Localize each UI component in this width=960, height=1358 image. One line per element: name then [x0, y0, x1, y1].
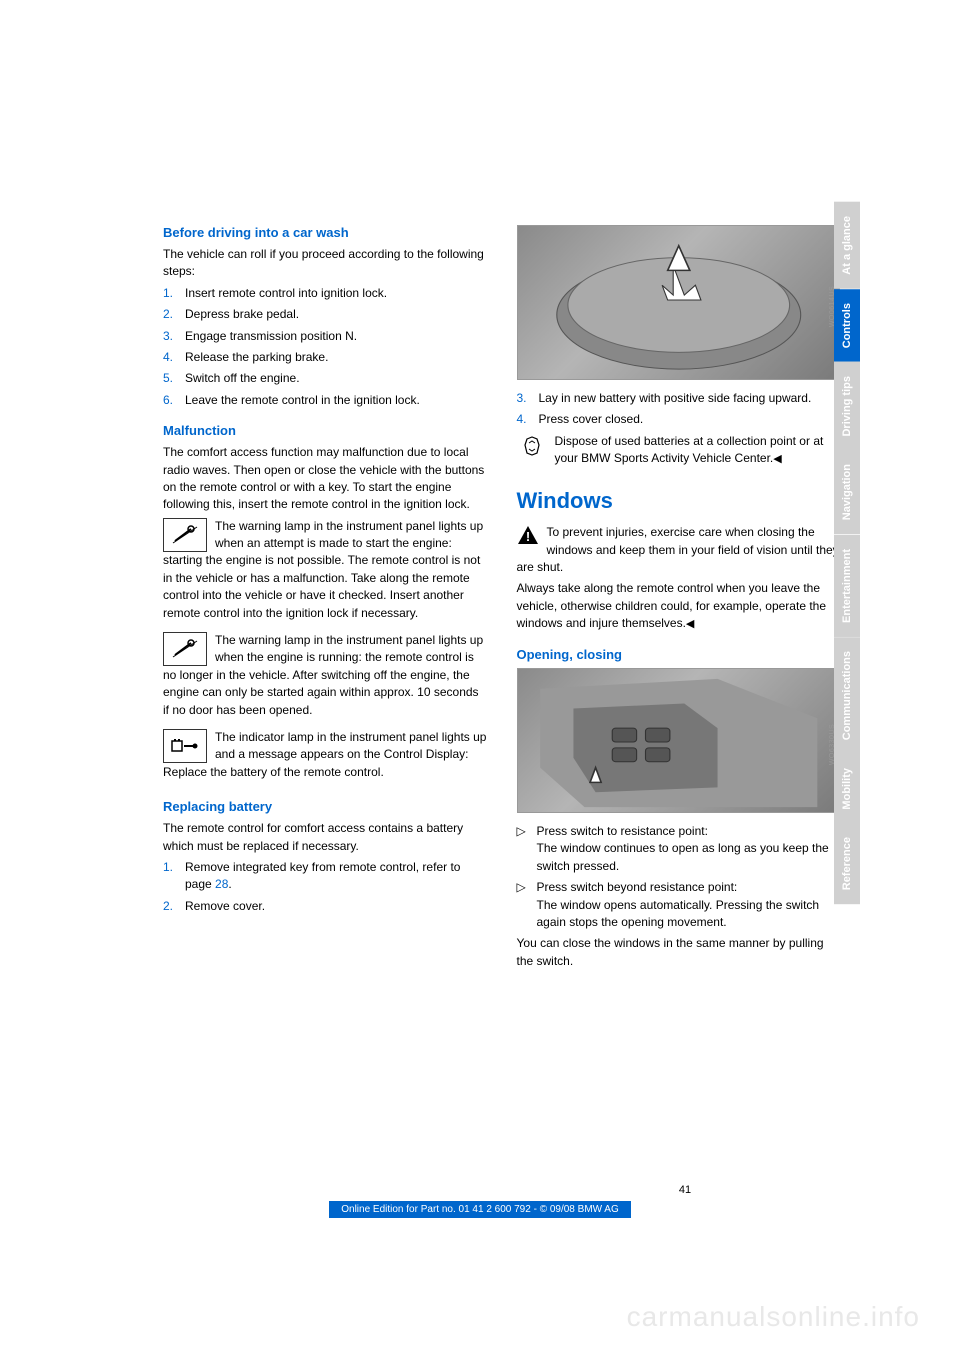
- close-text: You can close the windows in the same ma…: [517, 935, 841, 970]
- remote-cover-figure: WO0614US: [517, 225, 841, 380]
- warning-paragraph: The warning lamp in the instrument panel…: [163, 632, 487, 719]
- list-item: 3.Lay in new battery with positive side …: [517, 390, 841, 407]
- list-item: 3.Engage transmission position N.: [163, 328, 487, 345]
- warning-text: The warning lamp in the instrument panel…: [163, 633, 483, 717]
- bullet-text: Press switch beyond resistance point: Th…: [537, 879, 841, 931]
- opening-heading: Opening, closing: [517, 647, 841, 662]
- copyright-bar: Online Edition for Part no. 01 41 2 600 …: [329, 1201, 631, 1218]
- step-number: 6.: [163, 392, 185, 409]
- list-item: 4.Release the parking brake.: [163, 349, 487, 366]
- step-number: 4.: [517, 411, 539, 428]
- window-switch-figure: WO6330US: [517, 668, 841, 813]
- malfunction-intro: The comfort access function may malfunct…: [163, 444, 487, 514]
- battery-intro: The remote control for comfort access co…: [163, 820, 487, 855]
- svg-text:!: !: [525, 529, 529, 544]
- key-warning-icon: [163, 632, 207, 666]
- step-text: Engage transmission position N.: [185, 328, 487, 345]
- bullet-item: ▷ Press switch to resistance point: The …: [517, 823, 841, 875]
- warning-paragraph: The indicator lamp in the instrument pan…: [163, 729, 487, 781]
- carwash-intro: The vehicle can roll if you proceed acco…: [163, 246, 487, 281]
- tab-navigation[interactable]: Navigation: [834, 450, 860, 534]
- tab-controls[interactable]: Controls: [834, 289, 860, 362]
- carwash-heading: Before driving into a car wash: [163, 225, 487, 240]
- list-item: 2.Depress brake pedal.: [163, 306, 487, 323]
- page-content: Before driving into a car wash The vehic…: [0, 0, 960, 1034]
- step-text: Release the parking brake.: [185, 349, 487, 366]
- list-item: 1. Remove integrated key from remote con…: [163, 859, 487, 894]
- caution-text-2: Always take along the remote control whe…: [517, 580, 841, 633]
- windows-heading: Windows: [517, 488, 841, 514]
- right-column: WO0614US 3.Lay in new battery with posit…: [517, 225, 841, 974]
- warning-text: The indicator lamp in the instrument pan…: [163, 730, 486, 779]
- dispose-text: Dispose of used batteries at a collectio…: [555, 434, 824, 465]
- list-item: 6.Leave the remote control in the igniti…: [163, 392, 487, 409]
- tab-at-a-glance[interactable]: At a glance: [834, 202, 860, 289]
- malfunction-heading: Malfunction: [163, 423, 487, 438]
- bullet-marker: ▷: [517, 879, 537, 931]
- step-text: Remove integrated key from remote contro…: [185, 859, 487, 894]
- step-number: 2.: [163, 306, 185, 323]
- list-item: 5.Switch off the engine.: [163, 370, 487, 387]
- battery-heading: Replacing battery: [163, 799, 487, 814]
- step-number: 2.: [163, 898, 185, 915]
- page-number: 41: [0, 1184, 960, 1196]
- warning-text: The warning lamp in the instrument panel…: [163, 519, 483, 620]
- step-number: 1.: [163, 285, 185, 302]
- warning-triangle-icon: !: [517, 524, 539, 546]
- step-text: Insert remote control into ignition lock…: [185, 285, 487, 302]
- caution-paragraph: ! To prevent injuries, exercise care whe…: [517, 524, 841, 576]
- left-column: Before driving into a car wash The vehic…: [163, 225, 487, 974]
- step-text: Depress brake pedal.: [185, 306, 487, 323]
- caution-text: To prevent injuries, exercise care when …: [517, 525, 839, 574]
- watermark: carmanualsonline.info: [627, 1301, 920, 1333]
- tab-mobility[interactable]: Mobility: [834, 754, 860, 824]
- warning-paragraph: The warning lamp in the instrument panel…: [163, 518, 487, 622]
- bullet-text: Press switch to resistance point: The wi…: [537, 823, 841, 875]
- list-item: 4.Press cover closed.: [517, 411, 841, 428]
- bullet-item: ▷ Press switch beyond resistance point: …: [517, 879, 841, 931]
- tab-communications[interactable]: Communications: [834, 637, 860, 754]
- tab-driving-tips[interactable]: Driving tips: [834, 362, 860, 451]
- step-text: Press cover closed.: [539, 411, 841, 428]
- page-footer: 41 Online Edition for Part no. 01 41 2 6…: [0, 1184, 960, 1218]
- recycle-icon: [517, 433, 547, 459]
- tab-entertainment[interactable]: Entertainment: [834, 535, 860, 637]
- key-warning-icon: [163, 518, 207, 552]
- battery-key-icon: [163, 729, 207, 763]
- step-number: 5.: [163, 370, 185, 387]
- side-tabs: At a glance Controls Driving tips Naviga…: [834, 202, 860, 905]
- step-text: Remove cover.: [185, 898, 487, 915]
- step-number: 3.: [517, 390, 539, 407]
- list-item: 2.Remove cover.: [163, 898, 487, 915]
- step-number: 1.: [163, 859, 185, 894]
- page-link[interactable]: 28: [215, 877, 228, 891]
- dispose-paragraph: Dispose of used batteries at a collectio…: [517, 433, 841, 468]
- step-text: Lay in new battery with positive side fa…: [539, 390, 841, 407]
- step-text: Switch off the engine.: [185, 370, 487, 387]
- step-text: Leave the remote control in the ignition…: [185, 392, 487, 409]
- list-item: 1.Insert remote control into ignition lo…: [163, 285, 487, 302]
- bullet-marker: ▷: [517, 823, 537, 875]
- tab-reference[interactable]: Reference: [834, 823, 860, 904]
- step-number: 3.: [163, 328, 185, 345]
- step-number: 4.: [163, 349, 185, 366]
